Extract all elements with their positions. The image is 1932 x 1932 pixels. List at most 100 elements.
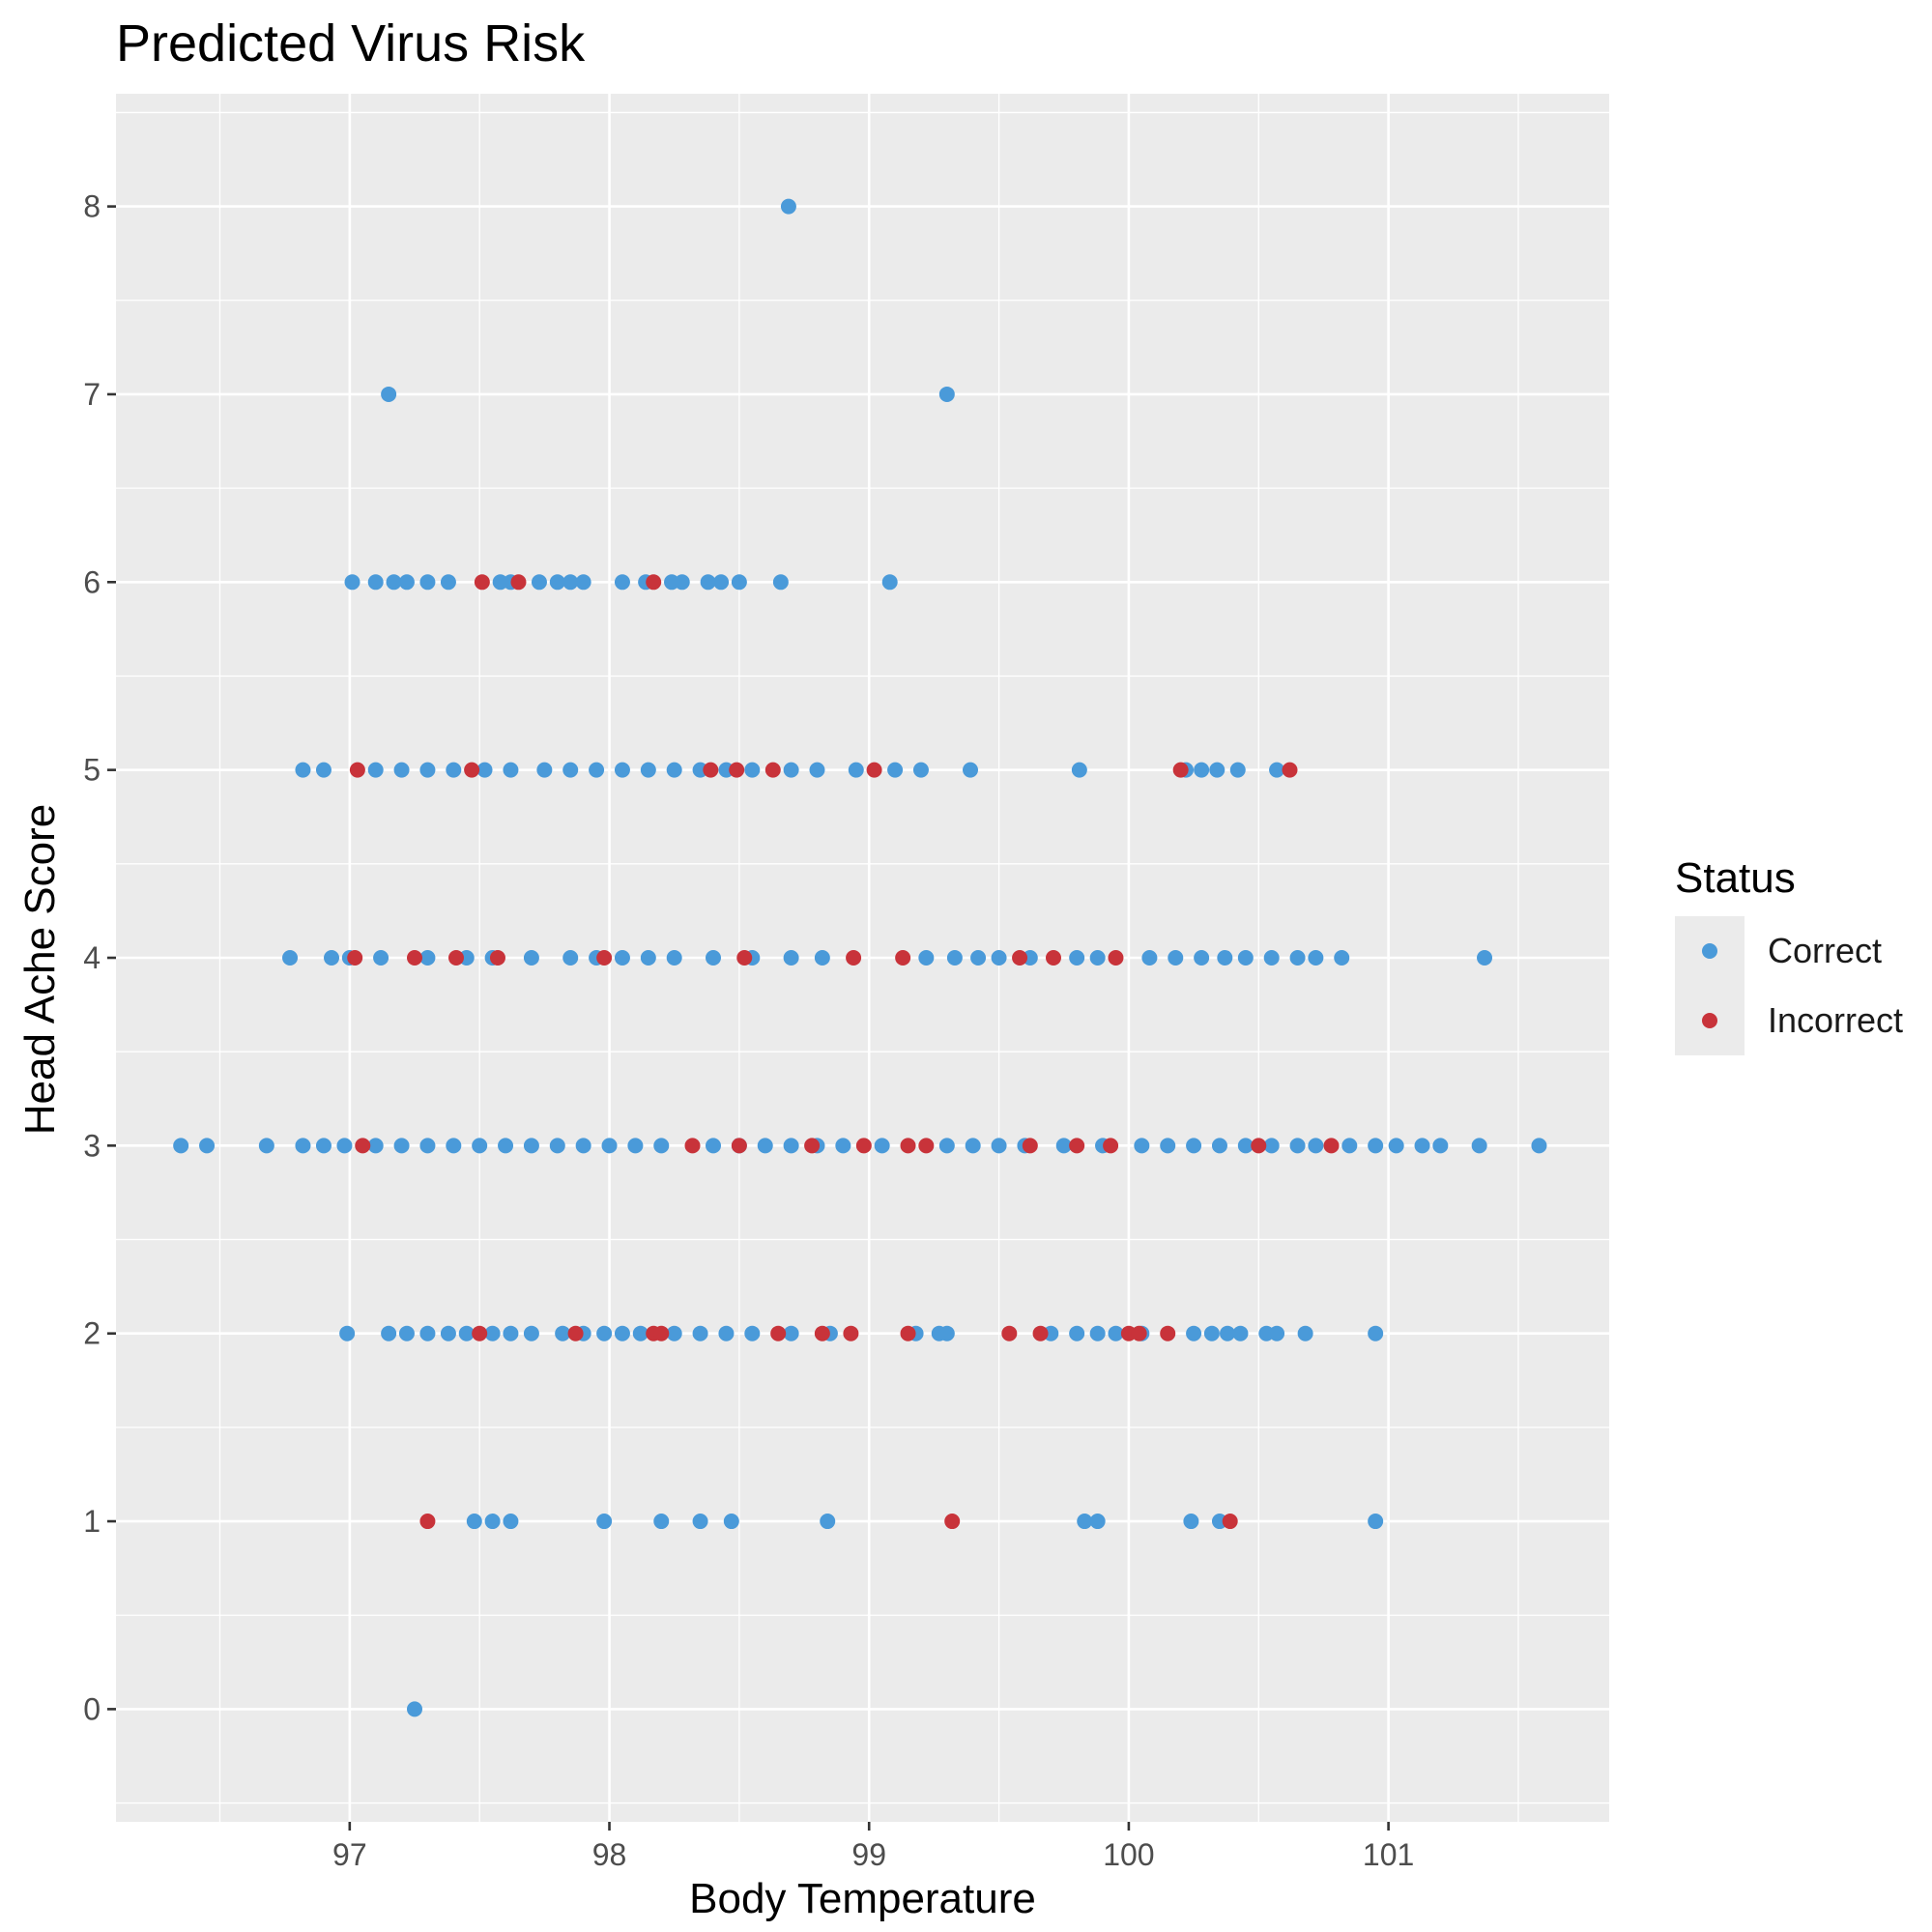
- point-correct: [393, 1138, 410, 1154]
- point-correct: [1089, 1325, 1106, 1341]
- point-incorrect: [1172, 762, 1189, 778]
- point-correct: [295, 762, 311, 778]
- point-correct: [1089, 1514, 1106, 1530]
- point-incorrect: [1160, 1325, 1176, 1341]
- chart-title: Predicted Virus Risk: [116, 14, 586, 72]
- point-correct: [970, 950, 987, 966]
- y-tick-label: 7: [83, 377, 101, 412]
- point-correct: [887, 762, 904, 778]
- point-correct: [674, 574, 690, 591]
- point-correct: [809, 762, 825, 778]
- point-correct: [498, 1138, 514, 1154]
- point-correct: [938, 1138, 955, 1154]
- point-correct: [531, 574, 547, 591]
- point-correct: [258, 1138, 274, 1154]
- point-correct: [1203, 1325, 1220, 1341]
- point-correct: [503, 1325, 519, 1341]
- point-correct: [1368, 1325, 1384, 1341]
- point-incorrect: [843, 1325, 859, 1341]
- point-correct: [1477, 950, 1493, 966]
- point-incorrect: [472, 1325, 488, 1341]
- point-correct: [1168, 950, 1184, 966]
- point-correct: [458, 1325, 475, 1341]
- point-correct: [912, 762, 929, 778]
- point-correct: [419, 1138, 436, 1154]
- point-correct: [780, 198, 796, 215]
- point-incorrect: [764, 762, 781, 778]
- point-correct: [398, 1325, 415, 1341]
- point-correct: [706, 950, 721, 966]
- point-correct: [562, 762, 579, 778]
- point-incorrect: [355, 1138, 371, 1154]
- point-correct: [666, 762, 682, 778]
- point-correct: [419, 1325, 436, 1341]
- point-correct: [393, 762, 410, 778]
- point-incorrect: [349, 762, 365, 778]
- point-correct: [173, 1138, 189, 1154]
- point-correct: [381, 386, 397, 402]
- point-correct: [1414, 1138, 1430, 1154]
- point-incorrect: [646, 574, 662, 591]
- point-correct: [848, 762, 864, 778]
- point-incorrect: [474, 574, 490, 591]
- point-correct: [1186, 1325, 1202, 1341]
- point-correct: [814, 950, 830, 966]
- point-correct: [1368, 1138, 1384, 1154]
- point-correct: [881, 574, 898, 591]
- point-incorrect: [1022, 1138, 1038, 1154]
- point-correct: [1220, 1325, 1236, 1341]
- point-correct: [1194, 950, 1210, 966]
- point-correct: [653, 1514, 670, 1530]
- point-correct: [199, 1138, 216, 1154]
- point-correct: [367, 1138, 384, 1154]
- point-correct: [440, 574, 456, 591]
- point-correct: [367, 762, 384, 778]
- point-correct: [1089, 950, 1106, 966]
- point-correct: [723, 1514, 739, 1530]
- point-correct: [874, 1138, 890, 1154]
- point-correct: [713, 574, 730, 591]
- point-incorrect: [653, 1325, 670, 1341]
- point-correct: [1432, 1138, 1449, 1154]
- point-correct: [446, 762, 462, 778]
- point-incorrect: [419, 1514, 436, 1530]
- legend-key-incorrect: [1675, 986, 1745, 1055]
- point-correct: [1289, 950, 1306, 966]
- point-correct: [946, 950, 963, 966]
- point-correct: [315, 1138, 332, 1154]
- point-correct: [562, 950, 579, 966]
- legend-item-correct: Correct: [1675, 916, 1903, 986]
- y-tick-label: 2: [83, 1316, 101, 1351]
- point-correct: [963, 762, 979, 778]
- point-correct: [640, 950, 656, 966]
- point-incorrect: [1222, 1514, 1238, 1530]
- point-correct: [1269, 762, 1285, 778]
- y-tick-label: 6: [83, 564, 101, 599]
- grid-minor: [116, 94, 1609, 1822]
- legend-label-correct: Correct: [1768, 931, 1883, 970]
- legend-title: Status: [1675, 854, 1796, 902]
- point-correct: [562, 574, 579, 591]
- y-tick-label: 3: [83, 1128, 101, 1163]
- point-incorrect: [510, 574, 527, 591]
- point-correct: [1229, 762, 1246, 778]
- data-points: [173, 198, 1547, 1717]
- point-correct: [783, 950, 799, 966]
- point-correct: [1211, 1138, 1227, 1154]
- point-incorrect: [731, 1138, 747, 1154]
- point-correct: [1141, 950, 1158, 966]
- point-correct: [1194, 762, 1210, 778]
- y-tick-label: 5: [83, 753, 101, 788]
- x-tick-label: 101: [1363, 1837, 1414, 1872]
- point-correct: [484, 1325, 501, 1341]
- point-incorrect: [804, 1138, 821, 1154]
- point-correct: [446, 1138, 462, 1154]
- point-correct: [1341, 1138, 1358, 1154]
- point-correct: [1263, 950, 1280, 966]
- point-incorrect: [1282, 762, 1298, 778]
- point-incorrect: [1012, 950, 1028, 966]
- point-correct: [419, 950, 436, 966]
- point-incorrect: [736, 950, 753, 966]
- point-correct: [692, 1514, 708, 1530]
- point-incorrect: [1251, 1138, 1267, 1154]
